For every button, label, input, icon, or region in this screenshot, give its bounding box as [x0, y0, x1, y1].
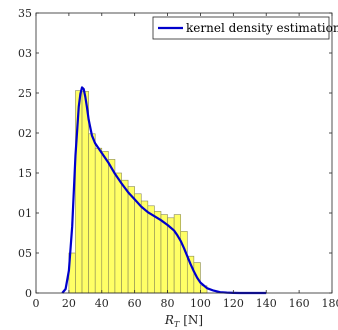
x-tick-label-3: 60: [128, 297, 142, 310]
y-tick-label-6: 03: [18, 47, 32, 60]
x-tick-label-5: 100: [190, 297, 211, 310]
histogram-bar-13: [154, 211, 162, 294]
y-tick-label-4: 02: [18, 127, 32, 140]
histogram-bar-8: [121, 179, 129, 294]
histogram-bar-9: [127, 186, 135, 294]
x-tick-label-8: 160: [289, 297, 310, 310]
histogram-bar-16: [173, 214, 182, 294]
x-tick-label-7: 140: [256, 297, 277, 310]
y-tick-label-0: 0: [25, 287, 32, 300]
histogram-bar-6: [108, 159, 116, 294]
histogram-bar-10: [134, 193, 142, 294]
x-tick-label-1: 20: [62, 297, 76, 310]
y-tick-label-7: 35: [18, 7, 32, 20]
histogram-bar-2: [81, 91, 89, 294]
y-tick-label-2: 01: [18, 207, 32, 220]
x-axis-label-subscript: T: [174, 320, 180, 329]
kde-line: [61, 86, 267, 295]
x-axis-label-unit: [N]: [183, 313, 203, 327]
histogram-bar-12: [147, 205, 155, 294]
legend: kernel density estimation: [152, 16, 338, 40]
axis-ticks: 0 20 40 60 80 100 120 140 160 180 0 05 01 15 02 25 03 35: [18, 7, 338, 310]
x-tick-label-4: 80: [161, 297, 175, 310]
legend-box: [152, 16, 330, 40]
x-tick-label-2: 40: [95, 297, 109, 310]
histogram-bar-7: [114, 172, 122, 294]
y-tick-label-1: 05: [18, 247, 32, 260]
x-axis-label-symbol: R: [164, 313, 174, 327]
y-tick-label-3: 15: [18, 167, 32, 180]
x-tick-label-9: 180: [322, 297, 338, 310]
histogram-bar-4: [94, 147, 103, 294]
legend-label-kde: kernel density estimation: [186, 21, 338, 35]
histogram-bar-5: [101, 151, 109, 294]
histogram-bar-14: [160, 214, 168, 294]
y-tick-label-5: 25: [18, 87, 32, 100]
x-tick-label-6: 120: [223, 297, 244, 310]
axes-frame: [35, 12, 333, 294]
plot-area: [35, 12, 333, 295]
histogram-bar-11: [140, 200, 149, 294]
histogram-bar-3: [88, 133, 96, 294]
x-tick-label-0: 0: [33, 297, 40, 310]
x-axis-label: RT [N]: [164, 313, 203, 329]
